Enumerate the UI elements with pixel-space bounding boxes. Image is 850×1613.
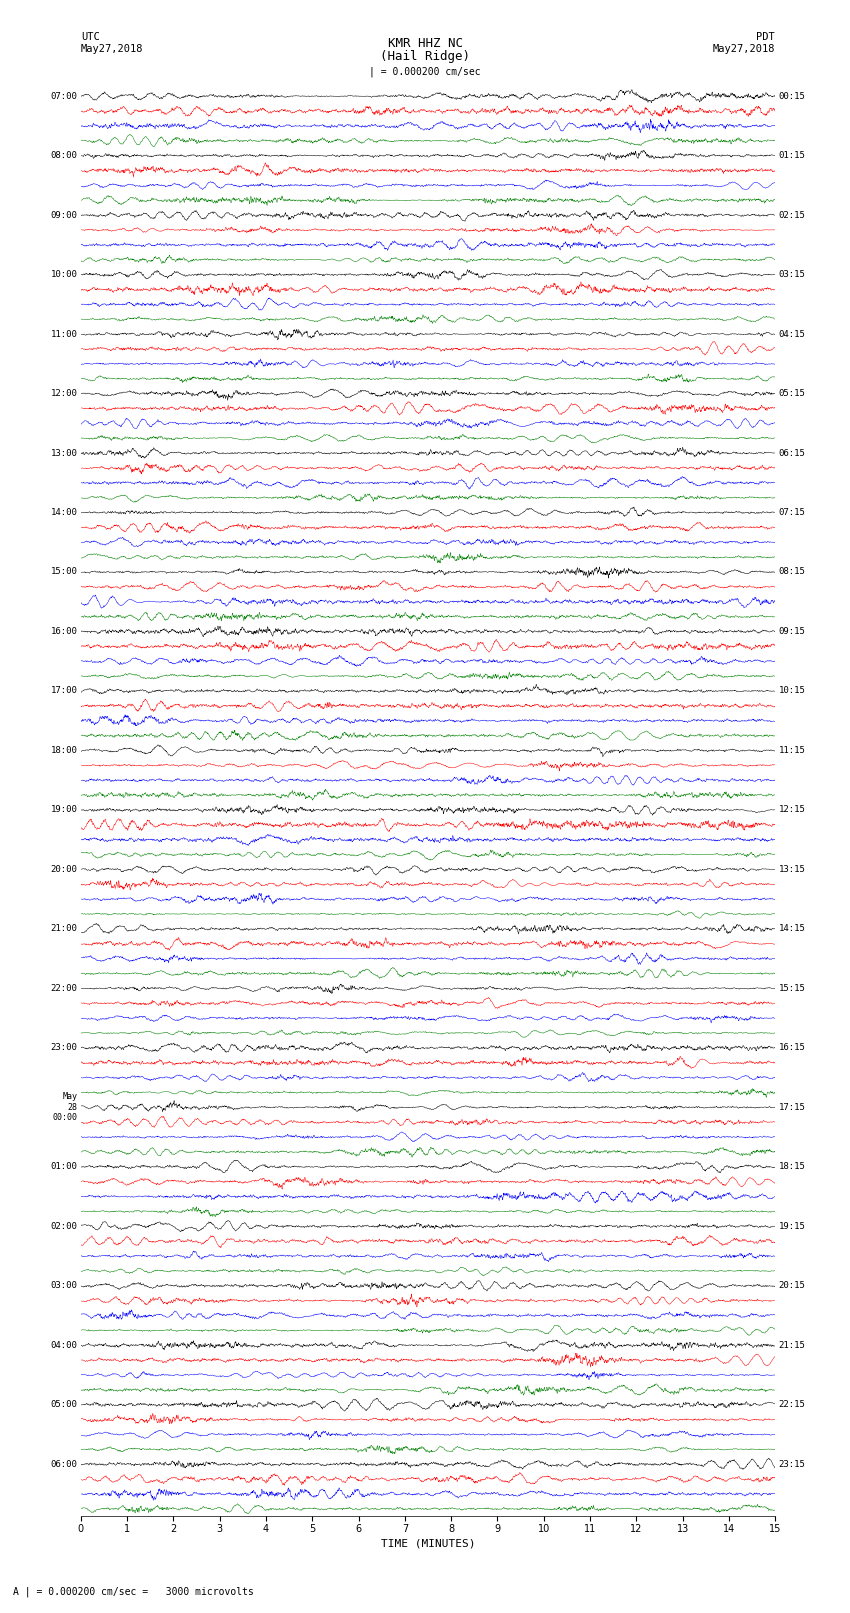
Text: 01:15: 01:15 xyxy=(779,152,806,160)
Text: 13:00: 13:00 xyxy=(50,448,77,458)
Text: 01:00: 01:00 xyxy=(50,1163,77,1171)
Text: May
28
00:00: May 28 00:00 xyxy=(53,1092,77,1123)
Text: 15:00: 15:00 xyxy=(50,568,77,576)
Text: 12:15: 12:15 xyxy=(779,805,806,815)
Text: 17:00: 17:00 xyxy=(50,687,77,695)
Text: 12:00: 12:00 xyxy=(50,389,77,398)
Text: 08:15: 08:15 xyxy=(779,568,806,576)
Text: 03:00: 03:00 xyxy=(50,1281,77,1290)
Text: 06:00: 06:00 xyxy=(50,1460,77,1469)
Text: 09:15: 09:15 xyxy=(779,627,806,636)
Text: 06:15: 06:15 xyxy=(779,448,806,458)
Text: 16:00: 16:00 xyxy=(50,627,77,636)
Text: 02:15: 02:15 xyxy=(779,211,806,219)
Text: 10:15: 10:15 xyxy=(779,687,806,695)
Text: 19:15: 19:15 xyxy=(779,1221,806,1231)
Text: UTC: UTC xyxy=(81,32,99,42)
Text: 02:00: 02:00 xyxy=(50,1221,77,1231)
Text: 18:00: 18:00 xyxy=(50,745,77,755)
Text: 11:00: 11:00 xyxy=(50,329,77,339)
Text: 20:15: 20:15 xyxy=(779,1281,806,1290)
Text: 21:15: 21:15 xyxy=(779,1340,806,1350)
Text: 07:00: 07:00 xyxy=(50,92,77,100)
Text: PDT: PDT xyxy=(756,32,775,42)
Text: May27,2018: May27,2018 xyxy=(81,44,144,53)
Text: (Hail Ridge): (Hail Ridge) xyxy=(380,50,470,63)
Text: 13:15: 13:15 xyxy=(779,865,806,874)
Text: 04:00: 04:00 xyxy=(50,1340,77,1350)
Text: 16:15: 16:15 xyxy=(779,1044,806,1052)
Text: 21:00: 21:00 xyxy=(50,924,77,934)
Text: 14:15: 14:15 xyxy=(779,924,806,934)
Text: 10:00: 10:00 xyxy=(50,269,77,279)
Text: 17:15: 17:15 xyxy=(779,1103,806,1111)
Text: 23:15: 23:15 xyxy=(779,1460,806,1469)
Text: KMR HHZ NC: KMR HHZ NC xyxy=(388,37,462,50)
Text: 00:15: 00:15 xyxy=(779,92,806,100)
Text: 09:00: 09:00 xyxy=(50,211,77,219)
Text: 07:15: 07:15 xyxy=(779,508,806,518)
Text: 08:00: 08:00 xyxy=(50,152,77,160)
Text: 11:15: 11:15 xyxy=(779,745,806,755)
Text: 15:15: 15:15 xyxy=(779,984,806,994)
Text: May27,2018: May27,2018 xyxy=(712,44,775,53)
Text: A | = 0.000200 cm/sec =   3000 microvolts: A | = 0.000200 cm/sec = 3000 microvolts xyxy=(13,1586,253,1597)
Text: 04:15: 04:15 xyxy=(779,329,806,339)
Text: 22:15: 22:15 xyxy=(779,1400,806,1410)
Text: 22:00: 22:00 xyxy=(50,984,77,994)
Text: 18:15: 18:15 xyxy=(779,1163,806,1171)
X-axis label: TIME (MINUTES): TIME (MINUTES) xyxy=(381,1539,475,1548)
Text: 03:15: 03:15 xyxy=(779,269,806,279)
Text: 23:00: 23:00 xyxy=(50,1044,77,1052)
Text: 05:00: 05:00 xyxy=(50,1400,77,1410)
Text: 05:15: 05:15 xyxy=(779,389,806,398)
Text: | = 0.000200 cm/sec: | = 0.000200 cm/sec xyxy=(369,66,481,77)
Text: 20:00: 20:00 xyxy=(50,865,77,874)
Text: 14:00: 14:00 xyxy=(50,508,77,518)
Text: 19:00: 19:00 xyxy=(50,805,77,815)
